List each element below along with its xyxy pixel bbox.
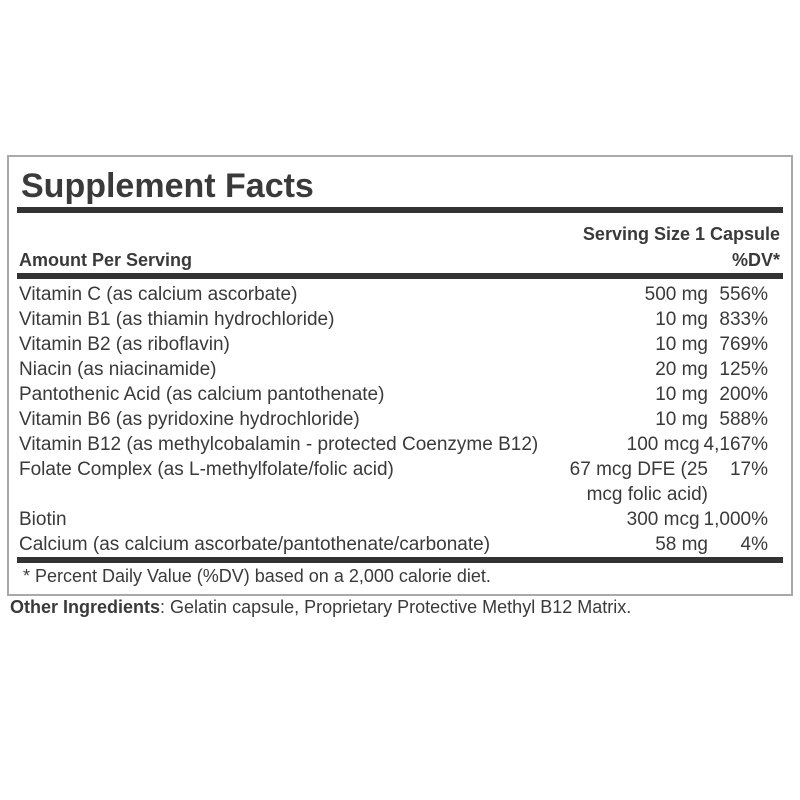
nutrient-amount: 500 mg	[644, 284, 708, 305]
nutrient-amount: 100 mcg	[626, 434, 700, 455]
serving-size-text: Serving Size 1 Capsule	[582, 224, 780, 244]
nutrient-name: Vitamin B12 (as methylcobalamin - protec…	[19, 434, 539, 455]
nutrient-name: Calcium (as calcium ascorbate/pantothena…	[19, 534, 491, 555]
nutrient-dv: 200%	[719, 384, 768, 405]
nutrient-name: Niacin (as niacinamide)	[19, 359, 217, 380]
table-row: Pantothenic Acid (as calcium pantothenat…	[19, 382, 768, 407]
nutrient-amount: 67 mcg DFE (25 mcg folic acid)	[569, 459, 708, 505]
nutrient-dv: 4,167%	[703, 434, 768, 455]
nutrient-dv: 4%	[740, 534, 768, 555]
table-row: Vitamin B1 (as thiamin hydrochloride) 10 …	[19, 307, 768, 332]
nutrient-dv: 833%	[719, 309, 768, 330]
nutrient-name: Pantothenic Acid (as calcium pantothenat…	[19, 384, 385, 405]
nutrient-dv: 588%	[719, 409, 768, 430]
nutrient-name: Vitamin C (as calcium ascorbate)	[19, 284, 298, 305]
table-row: Calcium (as calcium ascorbate/pantothena…	[19, 532, 768, 557]
dv-footnote: * Percent Daily Value (%DV) based on a 2…	[23, 566, 491, 586]
table-row: Biotin 300 mcg 1,000%	[19, 507, 768, 532]
nutrient-name: Vitamin B1 (as thiamin hydrochloride)	[19, 309, 335, 330]
nutrient-amount: 10 mg	[655, 409, 708, 430]
nutrient-amount: 300 mcg	[626, 509, 700, 530]
supplement-facts-panel: Supplement Facts Serving Size 1 Capsule …	[7, 155, 793, 596]
nutrient-name: Vitamin B6 (as pyridoxine hydrochloride)	[19, 409, 360, 430]
table-row: Vitamin B6 (as pyridoxine hydrochloride)…	[19, 407, 768, 432]
table-row: Folate Complex (as L-methylfolate/folic …	[19, 457, 768, 507]
nutrient-dv: 125%	[719, 359, 768, 380]
nutrient-table: Vitamin C (as calcium ascorbate) 500 mg 55…	[17, 282, 783, 557]
nutrient-amount: 58 mg	[655, 534, 708, 555]
panel-title: Supplement Facts	[21, 167, 314, 205]
table-row: Vitamin B12 (as methylcobalamin - protec…	[19, 432, 768, 457]
nutrient-dv: 769%	[719, 334, 768, 355]
table-row: Vitamin B2 (as riboflavin) 10 mg 769%	[19, 332, 768, 357]
other-ingredients-text: : Gelatin capsule, Proprietary Protectiv…	[160, 597, 632, 617]
column-header-dv: %DV*	[731, 250, 780, 270]
nutrient-amount: 10 mg	[655, 384, 708, 405]
divider-bar-top	[17, 207, 783, 213]
nutrient-amount: 20 mg	[655, 359, 708, 380]
nutrient-dv: 1,000%	[703, 509, 768, 530]
column-header-row: Amount Per Serving %DV*	[17, 251, 783, 269]
nutrient-dv: 556%	[719, 284, 768, 305]
table-row: Niacin (as niacinamide) 20 mg 125%	[19, 357, 768, 382]
nutrient-amount: 10 mg	[655, 309, 708, 330]
table-row: Vitamin C (as calcium ascorbate) 500 mg 55…	[19, 282, 768, 307]
nutrient-name: Folate Complex (as L-methylfolate/folic …	[19, 459, 394, 480]
other-ingredients-label: Other Ingredients	[10, 597, 161, 617]
column-header-amount: Amount Per Serving	[19, 250, 193, 270]
nutrient-amount: 10 mg	[655, 334, 708, 355]
nutrient-name: Vitamin B2 (as riboflavin)	[19, 334, 230, 355]
nutrient-dv: 17%	[729, 459, 768, 480]
divider-bar-bottom	[17, 557, 783, 563]
nutrient-name: Biotin	[19, 509, 67, 530]
other-ingredients-line: Other Ingredients: Gelatin capsule, Prop…	[10, 598, 631, 617]
divider-bar-header	[17, 273, 783, 279]
